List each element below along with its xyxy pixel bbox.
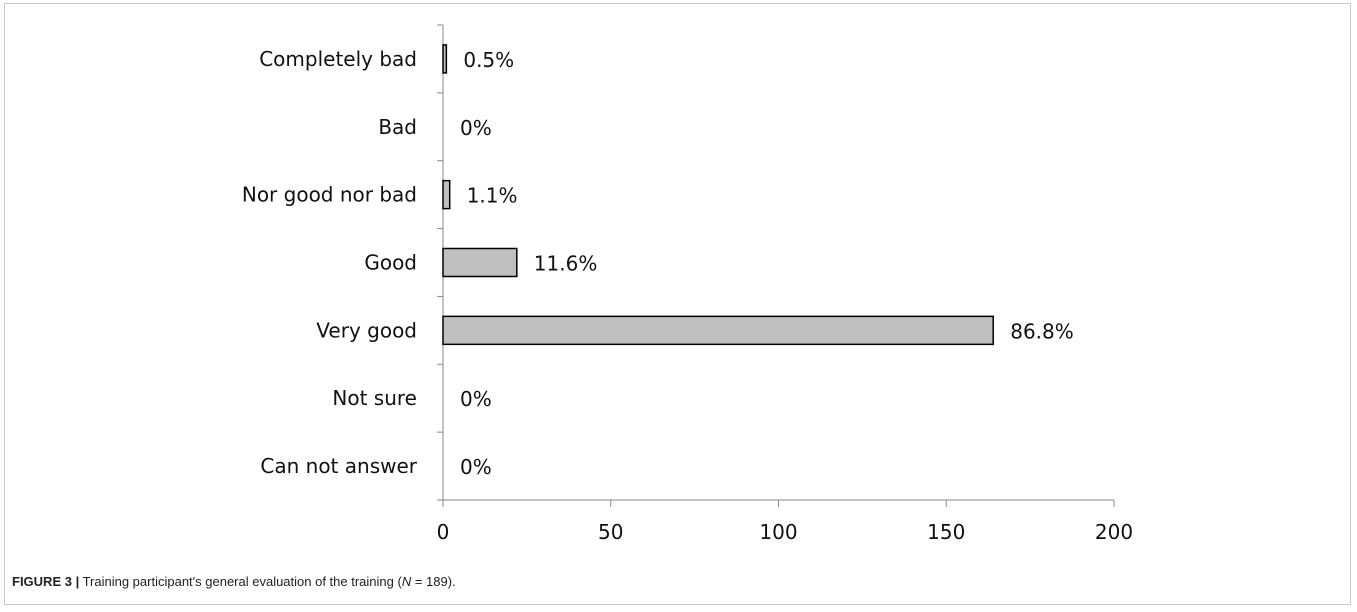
bar-chart: Completely bad Bad Nor good nor bad Good Ver… [242,24,1133,544]
x-tick-label: 200 [1095,520,1133,544]
data-label: 11.6% [534,252,598,276]
caption-n-symbol: N [401,574,412,589]
figure-caption: FIGURE 3 | Training participant's genera… [12,574,456,589]
data-label: 0% [460,116,492,140]
x-tick-label: 100 [759,520,797,544]
figure-label: FIGURE 3 | [12,574,80,589]
bar [442,247,518,278]
category-label: Bad [378,115,417,139]
bar [442,179,451,210]
category-label: Very good [316,318,417,342]
caption-text-end: = 189). [411,574,456,589]
category-label: Not sure [332,386,417,410]
category-label: Can not answer [260,454,417,478]
x-tick-label: 150 [927,520,965,544]
data-label: 0% [460,455,492,479]
data-label: 0% [460,387,492,411]
bar [442,44,448,74]
chart-bars [442,44,994,346]
category-labels: Completely bad Bad Nor good nor bad Good Ver… [242,47,418,478]
data-label: 86.8% [1010,319,1074,343]
data-label: 1.1% [467,184,518,208]
category-label: Completely bad [259,47,417,71]
x-tick-label: 50 [598,520,623,544]
x-tick-label: 0 [437,520,450,544]
data-labels: 0.5% 0% 1.1% 11.6% 86.8% 0% 0% [460,48,1074,479]
x-tick-labels: 0 50 100 150 200 [437,520,1133,544]
bar [442,315,994,346]
figure-frame [4,3,1351,605]
category-label: Nor good nor bad [242,183,417,207]
data-label: 0.5% [463,48,514,72]
category-label: Good [364,251,417,275]
caption-text: Training participant's general evaluatio… [79,574,402,589]
